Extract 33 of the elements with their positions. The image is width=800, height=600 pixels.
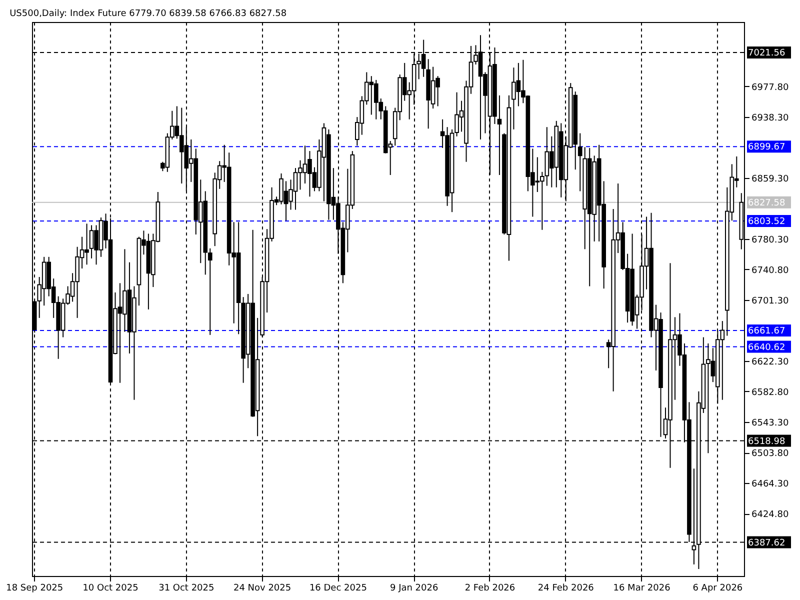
candlestick [497, 94, 502, 176]
y-tick-label: 6582.80 [752, 388, 789, 398]
y-tick-label: 6859.30 [752, 174, 789, 184]
chart-title: US500,Daily: Index Future 6779.70 6839.58 6766.83 6827.58 [10, 9, 287, 19]
x-tick-label: 2 Feb 2026 [464, 584, 516, 594]
y-tick-label: 6977.80 [752, 82, 789, 93]
ref-line-label: 6640.62 [748, 342, 786, 353]
ref-line-label: 6518.98 [748, 436, 786, 447]
ref-line-label: 7021.56 [748, 48, 786, 58]
y-tick-label: 6740.80 [752, 266, 789, 276]
y-tick-label: 6424.80 [752, 510, 789, 520]
x-tick-label: 16 Mar 2026 [613, 584, 671, 594]
x-tick-label: 6 Apr 2026 [692, 584, 743, 594]
ref-line-label: 6827.58 [748, 198, 786, 208]
y-tick-label: 6622.30 [752, 357, 789, 368]
x-tick-label: 18 Sep 2025 [6, 584, 64, 594]
ref-line-label: 6899.67 [748, 142, 786, 153]
x-tick-label: 31 Oct 2025 [158, 584, 214, 594]
y-tick-label: 6938.30 [752, 113, 789, 124]
y-tick-label: 6503.80 [752, 449, 789, 460]
y-tick-label: 6780.30 [752, 235, 789, 246]
ref-line-label: 6803.52 [748, 216, 786, 227]
y-tick-label: 6701.30 [752, 296, 789, 306]
ref-line-label: 6387.62 [748, 538, 786, 548]
ref-line-label: 6661.67 [748, 326, 786, 337]
x-tick-label: 24 Feb 2026 [538, 584, 594, 594]
y-tick-label: 6543.30 [752, 418, 789, 429]
x-tick-label: 10 Oct 2025 [82, 584, 138, 594]
x-tick-label: 16 Dec 2025 [309, 584, 367, 594]
x-tick-label: 24 Nov 2025 [233, 584, 292, 594]
candlestick [578, 132, 582, 192]
x-tick-label: 9 Jan 2026 [390, 584, 438, 594]
y-tick-label: 6464.30 [752, 480, 789, 490]
